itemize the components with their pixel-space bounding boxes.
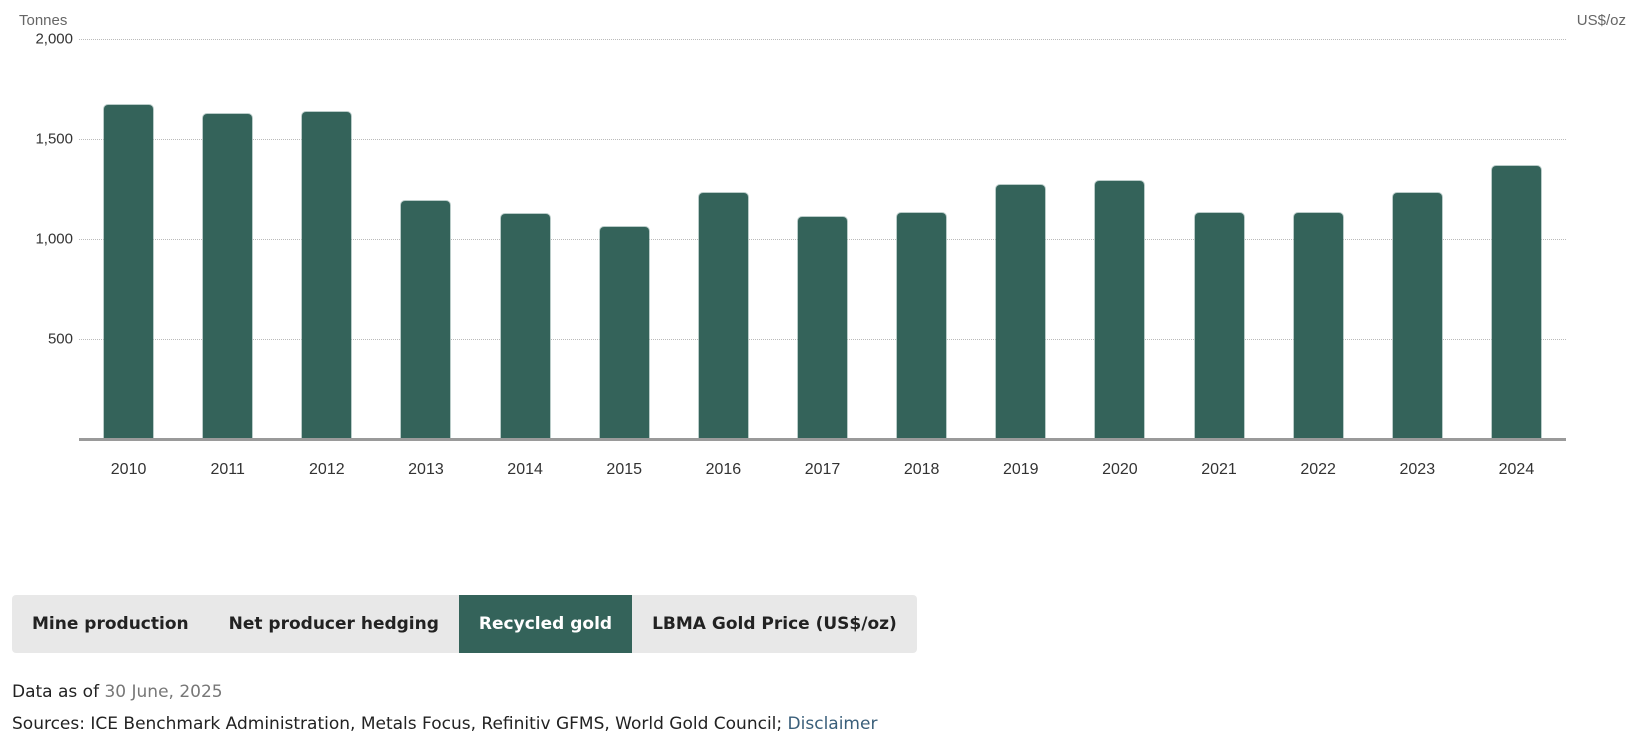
x-tick-label: 2011 — [210, 461, 245, 478]
x-tick-label: 2017 — [804, 461, 841, 478]
x-tick-label: 2018 — [903, 461, 940, 478]
y-tick-label: 1,000 — [35, 230, 73, 248]
bar-2024[interactable] — [1491, 166, 1541, 439]
x-tick-label: 2022 — [1300, 461, 1336, 478]
bar-2016[interactable] — [698, 193, 748, 439]
gridline — [79, 139, 1566, 140]
bar-2020[interactable] — [1095, 181, 1145, 439]
tab-lbma-gold-price-us-oz[interactable]: LBMA Gold Price (US$/oz) — [652, 614, 897, 634]
y-tick-label: 1,500 — [35, 130, 73, 148]
x-tick-label: 2021 — [1201, 461, 1237, 478]
x-tick-label: 2020 — [1102, 461, 1138, 478]
bar-2019[interactable] — [996, 184, 1046, 439]
x-tick-label: 2016 — [705, 461, 742, 478]
bar-2021[interactable] — [1194, 213, 1244, 439]
data-as-of-label: Data as of — [12, 682, 105, 702]
bar-2011[interactable] — [203, 114, 253, 439]
bar-2013[interactable] — [401, 201, 451, 439]
x-tick-label: 2014 — [507, 461, 543, 478]
tab-net-producer-hedging[interactable]: Net producer hedging — [228, 614, 439, 634]
x-tick-label: 2019 — [1002, 461, 1039, 478]
x-tick-label: 2023 — [1399, 461, 1436, 478]
bar-2023[interactable] — [1392, 193, 1442, 439]
bar-2010[interactable] — [104, 105, 154, 439]
x-tick-label: 2010 — [110, 461, 147, 478]
secondary-y-axis-title: US$/oz — [1576, 12, 1626, 29]
x-tick-label: 2013 — [408, 461, 444, 478]
bar-2015[interactable] — [599, 226, 649, 439]
gridline — [79, 39, 1566, 40]
data-as-of: Data as of 30 June, 2025 — [12, 682, 223, 702]
y-axis-title: Tonnes — [19, 12, 68, 29]
sources: Sources: ICE Benchmark Administration, M… — [12, 714, 877, 734]
y-tick-label: 500 — [47, 330, 73, 348]
bar-2017[interactable] — [798, 217, 847, 439]
tab-mine-production[interactable]: Mine production — [32, 614, 189, 634]
x-axis-line — [79, 438, 1566, 441]
bar-2022[interactable] — [1293, 213, 1343, 439]
bar-2018[interactable] — [897, 213, 947, 439]
tab-recycled-gold[interactable]: Recycled gold — [458, 595, 633, 653]
plot-area — [79, 0, 1566, 440]
y-tick-label: 2,000 — [35, 30, 73, 48]
x-tick-label: 2012 — [309, 461, 345, 478]
x-tick-label: 2024 — [1498, 461, 1535, 478]
series-tabs: Mine production Net producer hedging Recyc… — [12, 595, 917, 653]
bar-2012[interactable] — [302, 111, 352, 439]
disclaimer-link[interactable]: Disclaimer — [787, 714, 878, 734]
sources-label: Sources: ICE Benchmark Administration, M… — [12, 714, 788, 734]
data-as-of-date: 30 June, 2025 — [104, 682, 223, 702]
bar-2014[interactable] — [500, 214, 550, 439]
x-tick-label: 2015 — [606, 461, 643, 478]
